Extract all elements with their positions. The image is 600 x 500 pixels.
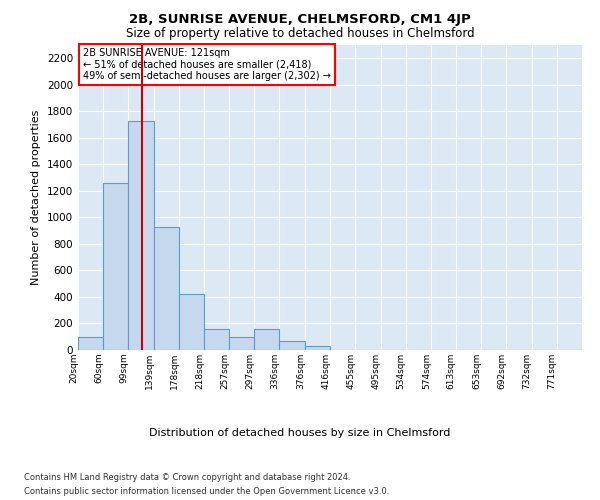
Bar [103,183,128,350]
Bar [305,346,331,350]
Bar [154,226,179,350]
Bar [78,336,103,350]
Text: Size of property relative to detached houses in Chelmsford: Size of property relative to detached ho… [125,28,475,40]
Text: 2B SUNRISE AVENUE: 121sqm
← 51% of detached houses are smaller (2,418)
49% of se: 2B SUNRISE AVENUE: 121sqm ← 51% of detac… [83,48,331,82]
Text: Contains public sector information licensed under the Open Government Licence v3: Contains public sector information licen… [24,488,389,496]
Bar [280,340,305,350]
Bar [128,120,154,350]
Bar [204,330,229,350]
Text: Distribution of detached houses by size in Chelmsford: Distribution of detached houses by size … [149,428,451,438]
Bar [254,330,280,350]
Bar [229,336,254,350]
Text: 2B, SUNRISE AVENUE, CHELMSFORD, CM1 4JP: 2B, SUNRISE AVENUE, CHELMSFORD, CM1 4JP [129,12,471,26]
Bar [179,294,204,350]
Y-axis label: Number of detached properties: Number of detached properties [31,110,41,285]
Text: Contains HM Land Registry data © Crown copyright and database right 2024.: Contains HM Land Registry data © Crown c… [24,472,350,482]
